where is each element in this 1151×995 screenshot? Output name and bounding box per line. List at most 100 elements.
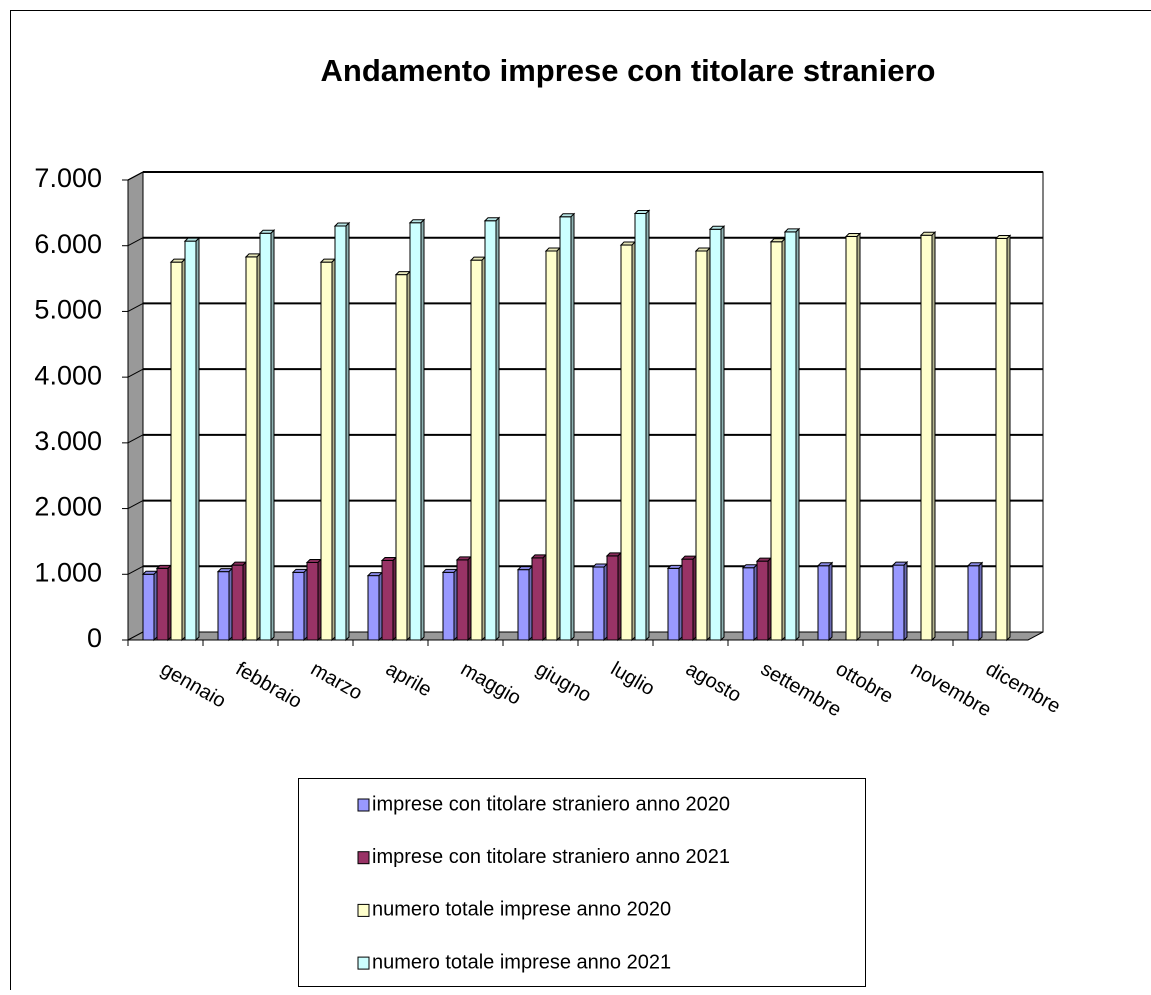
bar xyxy=(516,565,534,642)
bar-front xyxy=(470,259,483,641)
bar xyxy=(169,257,187,642)
bar-front xyxy=(709,228,722,641)
bar-side xyxy=(270,229,275,642)
bar xyxy=(305,558,323,642)
bar xyxy=(394,270,412,642)
bar-front xyxy=(517,569,530,641)
bar xyxy=(441,568,459,642)
y-tick-label: 7.000 xyxy=(34,163,102,193)
bar xyxy=(455,555,473,642)
bar-front xyxy=(292,571,305,641)
bar-front xyxy=(367,575,380,641)
bar xyxy=(680,554,698,642)
legend-swatch xyxy=(357,903,370,917)
bar-front xyxy=(634,213,647,641)
grid-line xyxy=(127,368,144,378)
bar-front xyxy=(531,557,544,641)
bar xyxy=(155,564,173,642)
grid-line xyxy=(127,565,144,575)
legend-label: numero totale imprese anno 2020 xyxy=(372,899,671,921)
bar-side xyxy=(978,561,983,642)
bar-front xyxy=(742,567,755,641)
y-tick-label: 6.000 xyxy=(34,229,102,259)
bar xyxy=(244,252,262,642)
bar-side xyxy=(903,560,908,642)
bar-front xyxy=(620,244,633,641)
bar xyxy=(966,561,984,642)
grid-line xyxy=(127,500,144,510)
bar xyxy=(994,234,1012,642)
bar-front xyxy=(142,573,155,641)
bar-front xyxy=(695,250,708,641)
bar-front xyxy=(756,560,769,641)
bar-front xyxy=(606,555,619,641)
bar xyxy=(633,209,651,642)
bar xyxy=(694,246,712,642)
grid-line xyxy=(127,171,144,181)
chart-title: Andamento imprese con titolare straniero xyxy=(321,53,936,88)
y-tick-label: 3.000 xyxy=(34,426,102,456)
bar xyxy=(333,221,351,642)
x-tick-label: agosto xyxy=(682,658,745,707)
bar xyxy=(769,237,787,642)
bar-side xyxy=(645,209,650,642)
grid-line xyxy=(127,302,144,312)
bar-side xyxy=(420,218,425,642)
bar-front xyxy=(395,274,408,641)
bar xyxy=(408,218,426,642)
bar-front xyxy=(231,564,244,641)
bar xyxy=(216,567,234,642)
bar-front xyxy=(217,571,230,641)
bar-front xyxy=(545,250,558,641)
bar-front xyxy=(784,231,797,641)
bar-front xyxy=(381,559,394,641)
bar-front xyxy=(156,567,169,641)
grid-line xyxy=(127,237,144,247)
x-tick-label: gennaio xyxy=(157,658,230,713)
x-tick-label: dicembre xyxy=(982,658,1064,718)
bar-side xyxy=(720,225,725,642)
legend-swatch xyxy=(357,956,370,970)
bar xyxy=(291,568,309,642)
bar-front xyxy=(245,256,258,641)
legend-label: imprese con titolare straniero anno 2020 xyxy=(372,793,730,815)
y-tick-label: 1.000 xyxy=(34,557,102,587)
x-tick-label: giugno xyxy=(532,658,595,707)
bar-side xyxy=(570,212,575,642)
bar-front xyxy=(995,237,1008,641)
bar xyxy=(319,257,337,642)
y-tick-label: 5.000 xyxy=(34,295,102,325)
bar xyxy=(366,571,384,642)
bar-front xyxy=(667,567,680,641)
legend-swatch xyxy=(357,851,370,865)
legend xyxy=(298,778,866,987)
y-tick-label: 4.000 xyxy=(34,360,102,390)
bar-side xyxy=(1006,234,1011,642)
bar xyxy=(891,560,909,642)
bar-front xyxy=(259,232,272,641)
x-tick-label: novembre xyxy=(907,658,995,722)
bar xyxy=(183,236,201,642)
back-wall xyxy=(142,171,1044,633)
bar xyxy=(619,240,637,642)
x-tick-label: aprile xyxy=(382,658,435,702)
bar-side xyxy=(495,216,500,642)
bar-front xyxy=(817,565,830,641)
bar-front xyxy=(409,222,422,641)
bar-side xyxy=(195,236,200,642)
x-tick-label: maggio xyxy=(457,658,525,710)
bar xyxy=(483,216,501,642)
bar-side xyxy=(856,232,861,642)
bar xyxy=(666,564,684,642)
bar-side xyxy=(931,230,936,642)
bar xyxy=(755,556,773,642)
bar xyxy=(258,229,276,642)
bar-front xyxy=(306,561,319,641)
bar-front xyxy=(334,225,347,641)
y-tick-label: 0 xyxy=(87,623,102,653)
x-tick-label: marzo xyxy=(307,658,366,705)
bar xyxy=(708,225,726,642)
bar xyxy=(530,553,548,642)
bar xyxy=(783,227,801,642)
